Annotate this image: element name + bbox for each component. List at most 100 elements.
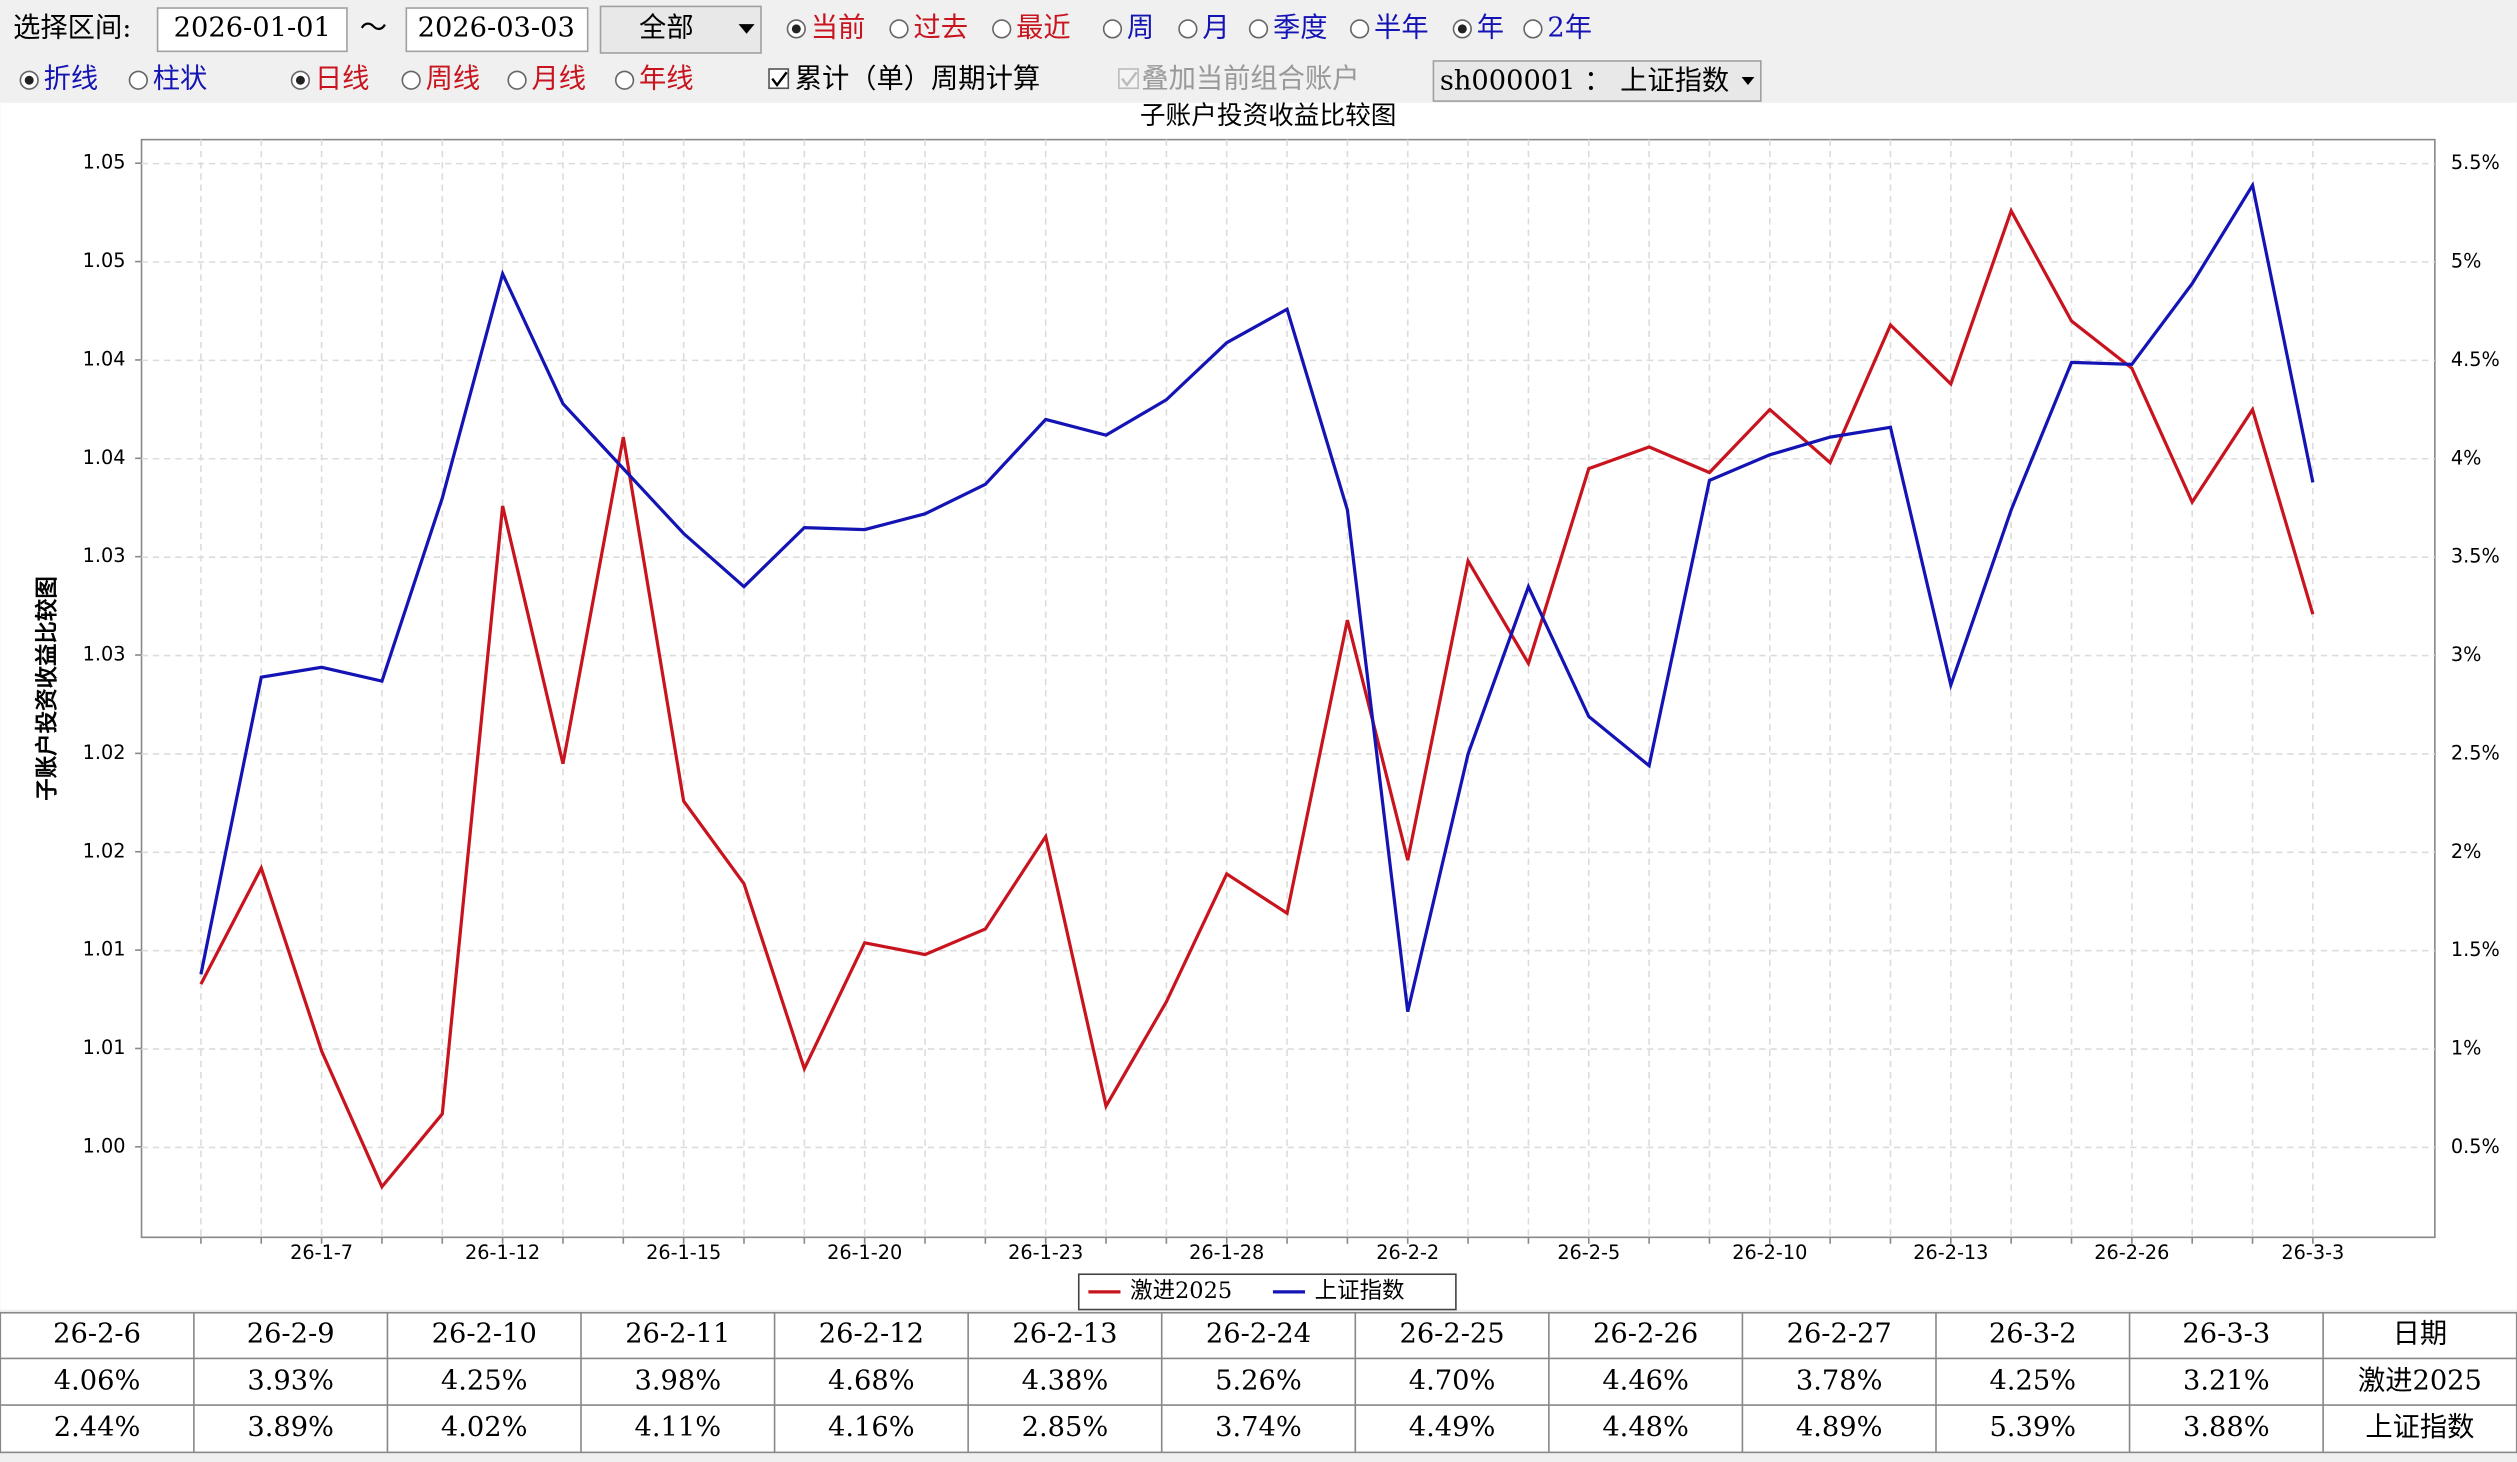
table-cell: 3.21% — [2183, 1365, 2270, 1396]
data-table — [0, 1311, 2517, 1454]
y2-tick-label: 4.5% — [2451, 348, 2500, 371]
end-date[interactable]: 2026-03-03 — [418, 12, 575, 43]
radio-label[interactable]: 柱状 — [153, 64, 208, 95]
x-tick-label: 26-2-2 — [1376, 1241, 1439, 1264]
radio-dot — [24, 75, 34, 85]
radio-label[interactable]: 当前 — [811, 12, 866, 43]
radio[interactable] — [1523, 19, 1543, 39]
radio-label[interactable]: 周 — [1127, 12, 1154, 43]
range-label: 选择区间: — [13, 12, 131, 43]
dropdown-arrow — [1741, 77, 1755, 86]
index-select[interactable] — [1432, 60, 1762, 102]
x-tick-label: 26-2-13 — [1913, 1241, 1988, 1264]
table-cell: 3.93% — [247, 1365, 334, 1396]
series-line — [199, 206, 2315, 1190]
y2-tick-label: 1.5% — [2451, 938, 2500, 961]
checkmark — [1121, 71, 1138, 88]
y2-tick-label: 3% — [2451, 643, 2482, 666]
radio-label[interactable]: 2年 — [1547, 12, 1592, 43]
scope-select[interactable] — [599, 5, 762, 54]
radio-label[interactable]: 月 — [1202, 12, 1229, 43]
y-tick-label: 1.03 — [83, 643, 126, 666]
y-tick-label: 1.04 — [83, 446, 126, 469]
checkmark — [771, 71, 788, 88]
table-cell: 激进2025 — [2358, 1365, 2482, 1396]
y-tick-label: 1.01 — [83, 1036, 126, 1059]
table-cell: 3.98% — [634, 1365, 721, 1396]
y-axis-label: 子账户投资收益比较图 — [33, 576, 60, 801]
radio[interactable] — [401, 70, 421, 90]
y2-tick-label: 2.5% — [2451, 741, 2500, 764]
radio-dot — [1457, 24, 1467, 34]
x-tick-label: 26-1-20 — [827, 1241, 902, 1264]
x-tick-label: 26-3-3 — [2281, 1241, 2344, 1264]
dropdown-arrow — [738, 24, 755, 34]
radio-label[interactable]: 过去 — [913, 12, 968, 43]
radio[interactable] — [1178, 19, 1198, 39]
table-cell: 5.26% — [1215, 1365, 1302, 1396]
radio[interactable] — [507, 70, 527, 90]
y2-tick-label: 3.5% — [2451, 545, 2500, 568]
table-cell: 4.11% — [634, 1412, 721, 1443]
table-cell: 26-3-3 — [2182, 1319, 2270, 1350]
radio-label[interactable]: 半年 — [1374, 12, 1429, 43]
series-line — [199, 180, 2315, 1013]
radio-label[interactable]: 折线 — [44, 64, 99, 95]
table-cell: 4.25% — [1989, 1365, 2076, 1396]
table-cell: 上证指数 — [2365, 1412, 2474, 1443]
legend-label: 激进2025 — [1130, 1278, 1232, 1304]
table-cell: 26-2-27 — [1787, 1319, 1892, 1350]
radio[interactable] — [1248, 19, 1269, 39]
plot-frame — [140, 138, 2436, 1239]
chart-area — [0, 102, 2517, 1310]
scope-select-text[interactable]: 全部 — [639, 12, 694, 43]
table-cell: 4.48% — [1602, 1412, 1689, 1443]
table-cell: 3.89% — [247, 1412, 334, 1443]
table-cell: 26-2-6 — [53, 1319, 141, 1350]
x-tick-label: 26-1-12 — [465, 1241, 540, 1264]
radio[interactable] — [889, 19, 909, 39]
index-select-text[interactable]: sh000001 ： 上证指数 — [1440, 65, 1729, 96]
x-tick-label: 26-1-15 — [646, 1241, 721, 1264]
radio[interactable] — [614, 70, 635, 90]
y-tick-label: 1.04 — [83, 347, 126, 370]
y2-tick-label: 4% — [2451, 446, 2482, 469]
radio-label[interactable]: 最近 — [1016, 12, 1071, 43]
checkbox — [1118, 68, 1139, 90]
table-cell: 26-2-24 — [1206, 1319, 1311, 1350]
radio-label[interactable]: 年线 — [639, 64, 694, 95]
y-tick-label: 1.03 — [83, 544, 126, 567]
table-cell: 26-2-26 — [1593, 1319, 1698, 1350]
radio-label[interactable]: 周线 — [426, 64, 481, 95]
radio[interactable] — [992, 19, 1012, 39]
cumulative-label[interactable]: 累计（单）周期计算 — [795, 64, 1040, 95]
end-date-box[interactable] — [405, 7, 589, 53]
x-tick-label: 26-1-23 — [1008, 1241, 1083, 1264]
radio-label[interactable]: 年 — [1477, 12, 1504, 43]
table-cell: 26-2-25 — [1399, 1319, 1504, 1350]
legend-box — [1077, 1273, 1457, 1311]
start-date-box[interactable] — [156, 7, 348, 53]
table-cell: 26-2-9 — [247, 1319, 335, 1350]
radio[interactable] — [1102, 19, 1123, 39]
y-tick-label: 1.00 — [83, 1134, 126, 1157]
radio-label[interactable]: 季度 — [1273, 12, 1328, 43]
y2-tick-label: 5% — [2451, 250, 2482, 273]
radio-label[interactable]: 日线 — [315, 64, 370, 95]
checkbox[interactable] — [768, 68, 790, 90]
start-date[interactable]: 2026-01-01 — [174, 12, 331, 43]
table-cell: 4.49% — [1409, 1412, 1496, 1443]
radio-label[interactable]: 月线 — [532, 64, 587, 95]
radio[interactable] — [128, 70, 148, 90]
radio[interactable] — [1349, 19, 1370, 39]
table-cell: 26-2-12 — [819, 1319, 924, 1350]
table-cell: 26-2-10 — [432, 1319, 537, 1350]
table-cell: 4.68% — [828, 1365, 915, 1396]
table-cell: 4.02% — [441, 1412, 528, 1443]
y2-tick-label: 1% — [2451, 1037, 2482, 1060]
table-cell: 26-2-11 — [625, 1319, 730, 1350]
table-cell: 26-2-13 — [1012, 1319, 1117, 1350]
table-cell: 4.16% — [828, 1412, 915, 1443]
